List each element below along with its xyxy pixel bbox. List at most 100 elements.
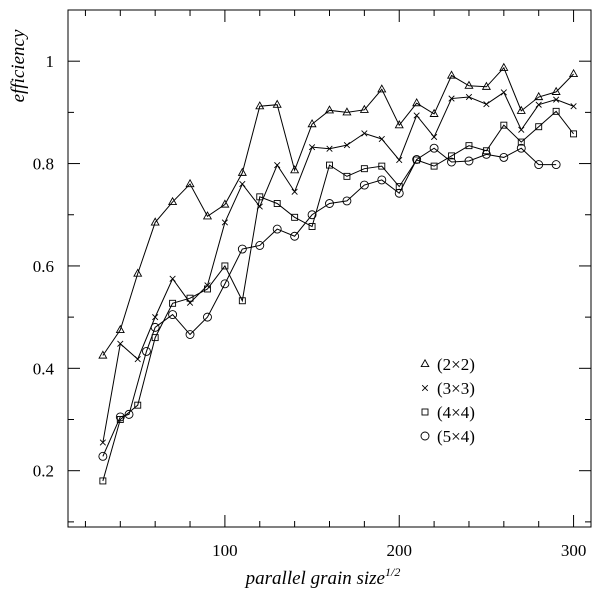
data-point-triangle xyxy=(272,99,282,108)
data-point-cross xyxy=(570,103,577,110)
axis-ticks xyxy=(68,10,591,527)
data-point-square xyxy=(273,200,281,207)
data-point-circle xyxy=(168,310,178,320)
legend-label: (5×4) xyxy=(437,427,475,446)
data-point-triangle xyxy=(115,324,125,333)
data-point-cross xyxy=(500,89,507,96)
y-tick-label: 0.6 xyxy=(33,257,54,276)
data-point-square xyxy=(221,262,229,270)
data-point-square xyxy=(291,213,299,221)
data-point-triangle xyxy=(534,91,544,101)
data-point-triangle xyxy=(446,70,457,79)
y-tick-label: 0.8 xyxy=(33,155,54,174)
data-point-circle xyxy=(255,241,265,250)
data-point-square xyxy=(360,165,368,173)
data-point-circle xyxy=(185,330,195,339)
data-point-circle xyxy=(150,322,160,332)
data-point-cross xyxy=(430,133,438,141)
data-point-circle xyxy=(447,157,456,167)
data-point-square xyxy=(169,299,177,307)
data-point-triangle xyxy=(481,81,491,90)
data-point-cross xyxy=(239,180,246,188)
plot-frame xyxy=(67,9,592,528)
data-point-circle xyxy=(141,346,151,356)
series-layer xyxy=(98,62,579,485)
data-point-circle xyxy=(412,155,422,164)
data-point-circle xyxy=(115,412,125,422)
series-line-cross xyxy=(102,91,574,443)
x-axis-label: parallel grain size xyxy=(244,568,385,589)
data-point-square xyxy=(430,162,438,170)
data-point-cross xyxy=(343,142,351,149)
x-axis-label-group: parallel grain size1/2 xyxy=(244,565,401,589)
data-point-triangle xyxy=(429,108,439,117)
data-point-triangle xyxy=(185,178,195,188)
data-point-cross xyxy=(465,93,473,101)
data-point-circle xyxy=(499,152,509,162)
data-point-circle xyxy=(342,196,352,206)
series-triangle xyxy=(98,62,579,359)
legend: (2×2) (3×3) (4×4) (5×4) xyxy=(420,355,475,446)
data-point-triangle xyxy=(499,62,509,71)
series-line-square xyxy=(102,110,574,482)
data-point-square xyxy=(134,401,142,409)
data-point-circle xyxy=(359,180,369,190)
legend-marker-cross xyxy=(421,384,429,392)
data-point-circle xyxy=(377,175,387,185)
data-point-circle xyxy=(516,143,526,153)
series-circle xyxy=(98,143,561,461)
data-point-triangle xyxy=(168,196,178,206)
data-point-square xyxy=(308,223,316,230)
data-point-circle xyxy=(98,451,108,461)
data-point-cross xyxy=(152,314,159,321)
data-point-circle xyxy=(237,244,247,254)
data-point-cross xyxy=(291,188,298,195)
y-tick-label: 0.4 xyxy=(33,359,55,378)
series-square xyxy=(99,107,578,485)
x-axis-label-superscript: 1/2 xyxy=(385,565,400,579)
data-point-cross xyxy=(535,101,542,108)
data-point-cross xyxy=(361,130,368,137)
data-point-triangle xyxy=(237,167,247,176)
data-point-square xyxy=(151,334,159,342)
data-point-square xyxy=(343,172,351,180)
data-point-triangle xyxy=(464,80,474,89)
y-axis-label: efficiency xyxy=(8,29,29,102)
data-point-triangle xyxy=(342,107,352,116)
data-point-square xyxy=(326,161,333,169)
data-point-circle xyxy=(124,409,134,419)
data-point-square xyxy=(238,297,246,305)
data-point-circle xyxy=(307,210,317,220)
data-point-circle xyxy=(325,199,334,208)
legend-marker-circle xyxy=(420,431,430,441)
data-point-triangle xyxy=(202,211,213,220)
series-line-circle xyxy=(102,147,557,457)
data-point-circle xyxy=(551,160,561,170)
data-point-triangle xyxy=(290,165,300,174)
data-point-triangle xyxy=(150,217,160,226)
series-line-triangle xyxy=(102,66,574,356)
data-point-triangle xyxy=(220,199,230,208)
data-point-circle xyxy=(429,143,439,153)
data-point-circle xyxy=(394,188,404,198)
data-point-circle xyxy=(464,156,474,166)
data-point-circle xyxy=(481,149,491,159)
data-point-cross xyxy=(169,275,176,282)
legend-marker-square xyxy=(421,408,429,416)
data-point-square xyxy=(482,147,490,155)
legend-label: (2×2) xyxy=(437,355,475,374)
data-point-cross xyxy=(448,95,455,102)
data-point-square xyxy=(517,138,525,146)
data-point-cross xyxy=(99,439,106,446)
data-point-triangle xyxy=(255,101,265,110)
data-point-cross xyxy=(117,340,124,347)
data-point-circle xyxy=(220,279,230,289)
data-point-square xyxy=(204,285,211,293)
data-point-square xyxy=(535,123,543,131)
data-point-square xyxy=(448,152,455,160)
data-point-triangle xyxy=(324,105,335,114)
data-point-triangle xyxy=(394,120,404,129)
data-point-cross xyxy=(483,101,490,108)
data-point-circle xyxy=(290,231,300,241)
x-tick-label: 300 xyxy=(561,541,587,560)
